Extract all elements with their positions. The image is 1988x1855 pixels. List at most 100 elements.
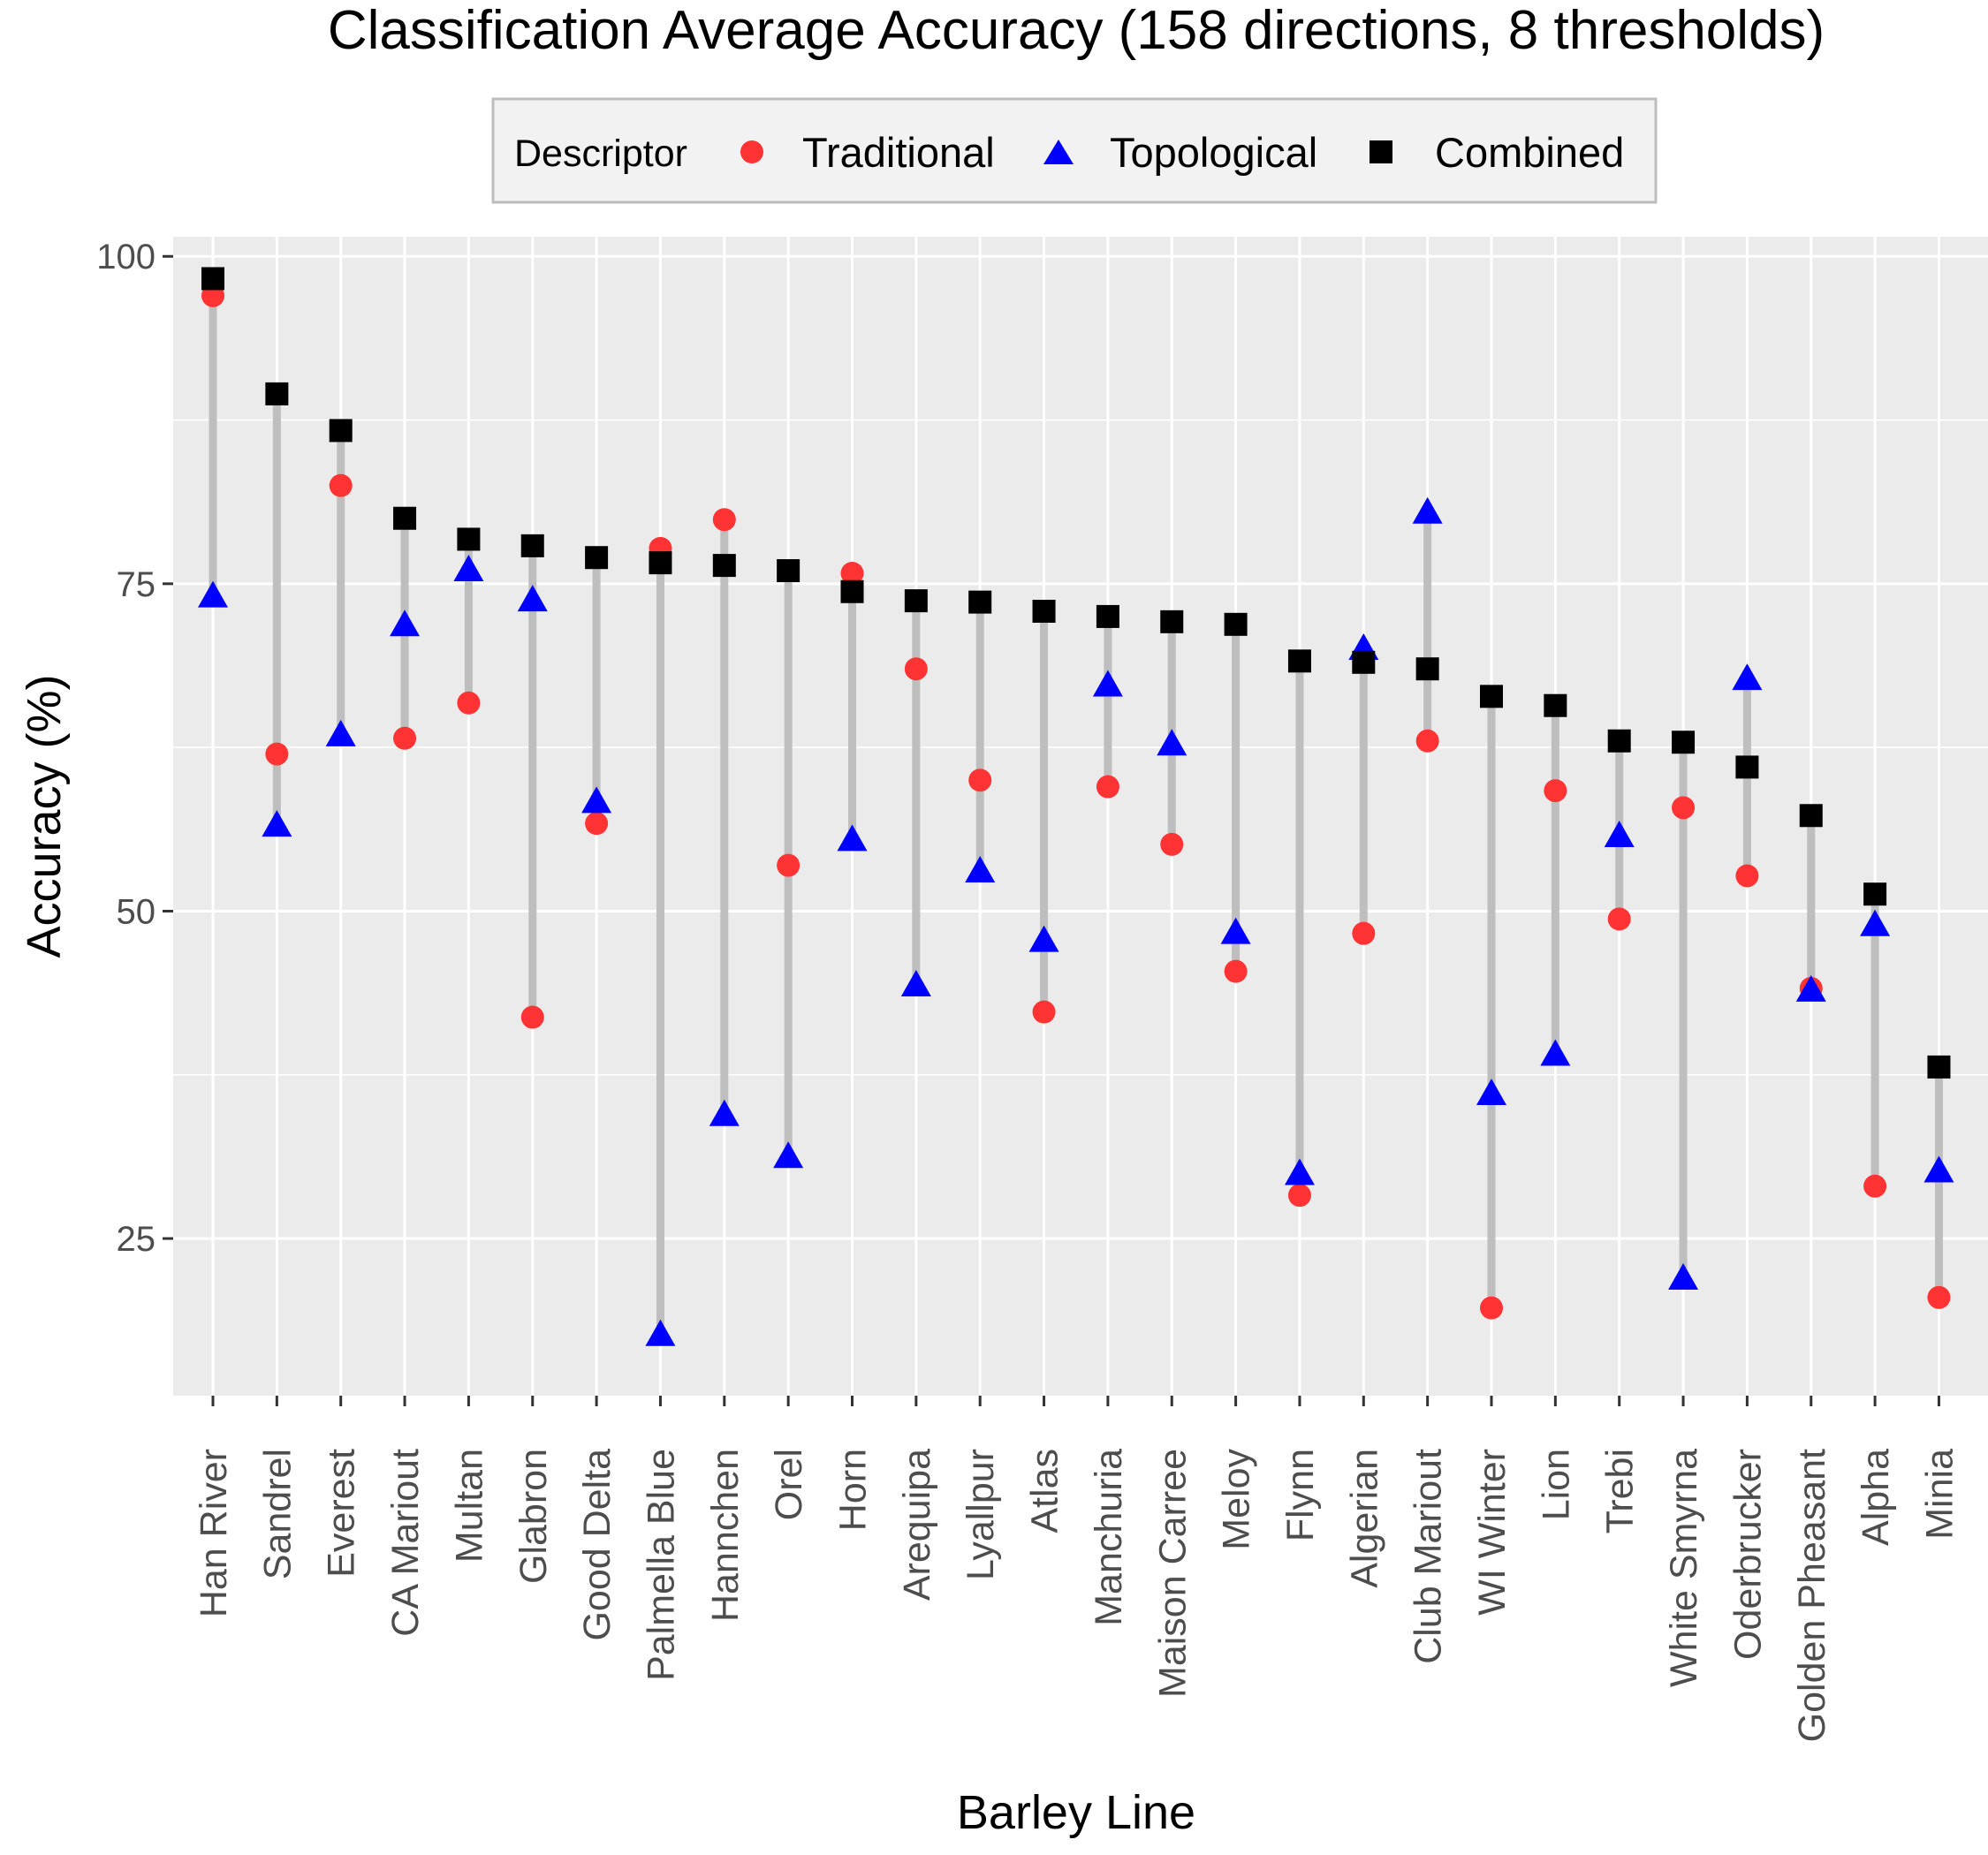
combined-point-oderbrucker (1735, 755, 1759, 779)
combined-point-minia (1927, 1055, 1951, 1079)
x-tick-label-white-smyrna: White Smyrna (1663, 1449, 1705, 1687)
x-tick-label-han-river: Han River (193, 1449, 235, 1617)
x-axis: Han River Sandrel Everest CA Mariout Multan G… (193, 1396, 1961, 1742)
x-tick-label-maison-carree: Maison Carree (1151, 1449, 1194, 1698)
combined-point-ca-mariout (393, 506, 417, 530)
x-tick-label-club-mariout: Club Mariout (1408, 1449, 1450, 1664)
traditional-point-trebi (1607, 907, 1631, 931)
topological-point-orel (773, 1141, 804, 1169)
combined-point-hannchen (712, 554, 736, 578)
traditional-point-minia (1927, 1285, 1951, 1309)
traditional-point-white-smyrna (1672, 796, 1696, 820)
x-tick-label-lyallpur: Lyallpur (960, 1449, 1002, 1580)
topological-point-alpha (1860, 909, 1891, 936)
traditional-point-wi-winter (1480, 1296, 1503, 1320)
topological-point-golden-pheasant (1795, 974, 1826, 1002)
markers (198, 267, 1954, 1346)
combined-point-arequipa (904, 589, 928, 613)
combined-point-glabron (520, 534, 544, 557)
combined-point-white-smyrna (1672, 731, 1696, 754)
plot-panel (173, 237, 1988, 1396)
traditional-point-multan (457, 691, 481, 715)
x-tick-label-lion: Lion (1535, 1449, 1577, 1520)
topological-point-palmella-blue (645, 1319, 676, 1346)
y-axis-title: Accuracy (%) (18, 674, 71, 958)
x-tick-label-arequipa: Arequipa (896, 1449, 938, 1601)
y-tick-label: 75 (117, 565, 156, 604)
topological-point-han-river (198, 580, 228, 608)
combined-point-flynn (1287, 649, 1311, 673)
topological-point-atlas (1028, 925, 1059, 952)
combined-point-alpha (1863, 882, 1887, 906)
combined-point-algerian (1352, 650, 1376, 674)
topological-point-lyallpur (965, 856, 996, 883)
combined-point-maison-carree (1160, 610, 1184, 633)
x-tick-label-alpha: Alpha (1855, 1449, 1897, 1546)
topological-point-hannchen (709, 1099, 740, 1126)
topological-point-oderbrucker (1732, 663, 1763, 691)
topological-point-maison-carree (1157, 729, 1187, 756)
traditional-point-good-delta (585, 812, 609, 836)
legend: Descriptor Traditional Topological Combi… (491, 97, 1658, 204)
traditional-point-algerian (1352, 921, 1376, 945)
chart-title: Classification Average Accuracy (158 dir… (328, 0, 1825, 61)
traditional-point-alpha (1863, 1174, 1887, 1198)
topological-point-meloy (1220, 917, 1251, 944)
x-tick-label-manchuria: Manchuria (1088, 1449, 1130, 1626)
legend-combined-marker (1370, 140, 1392, 163)
traditional-point-hannchen (712, 508, 736, 532)
topological-point-flynn (1284, 1158, 1315, 1185)
combined-point-sandrel (265, 382, 289, 405)
x-tick-label-good-delta: Good Delta (576, 1449, 618, 1641)
topological-point-ca-mariout (390, 610, 421, 637)
combined-point-multan (457, 527, 481, 551)
legend-topological-marker (1043, 140, 1074, 164)
combined-point-palmella-blue (649, 551, 672, 575)
legend-title: Descriptor (514, 132, 687, 175)
x-tick-label-trebi: Trebi (1599, 1449, 1642, 1533)
traditional-point-glabron (520, 1005, 544, 1029)
traditional-point-orel (777, 853, 801, 877)
x-tick-label-ca-mariout: CA Mariout (384, 1449, 427, 1637)
legend-traditional-marker (740, 140, 763, 163)
traditional-point-flynn (1287, 1184, 1311, 1208)
topological-point-multan (453, 555, 484, 582)
traditional-point-sandrel (265, 742, 289, 766)
topological-point-minia (1924, 1155, 1954, 1183)
x-axis-title: Barley Line (957, 1786, 1195, 1839)
x-tick-label-palmella-blue: Palmella Blue (640, 1449, 682, 1681)
legend-topological-label: Topological (1110, 129, 1317, 176)
x-tick-label-everest: Everest (321, 1449, 363, 1578)
combined-point-everest (329, 419, 353, 443)
topological-point-horn (837, 824, 868, 852)
topological-point-glabron (517, 585, 548, 612)
traditional-point-meloy (1224, 959, 1248, 983)
x-tick-label-orel: Orel (768, 1449, 810, 1520)
combined-point-wi-winter (1480, 685, 1503, 708)
x-tick-label-flynn: Flynn (1279, 1449, 1322, 1541)
traditional-point-everest (329, 473, 353, 497)
y-axis: 25 50 75 100 (96, 238, 173, 1259)
x-tick-label-golden-pheasant: Golden Pheasant (1791, 1449, 1833, 1742)
combined-point-manchuria (1096, 604, 1119, 628)
combined-point-meloy (1224, 612, 1248, 636)
topological-point-everest (325, 719, 356, 746)
y-tick-label: 50 (117, 892, 156, 931)
traditional-point-maison-carree (1160, 832, 1184, 856)
topological-point-trebi (1604, 820, 1635, 847)
topological-point-wi-winter (1476, 1079, 1506, 1106)
traditional-point-lion (1544, 779, 1567, 803)
x-tick-label-minia: Minia (1918, 1449, 1961, 1540)
traditional-point-lyallpur (968, 768, 992, 792)
x-tick-label-multan: Multan (448, 1449, 490, 1563)
legend-combined-label: Combined (1435, 129, 1624, 176)
combined-point-lion (1544, 693, 1567, 717)
x-tick-label-algerian: Algerian (1343, 1449, 1385, 1588)
traditional-point-ca-mariout (393, 726, 417, 750)
x-tick-label-wi-winter: WI Winter (1471, 1449, 1514, 1616)
topological-point-white-smyrna (1668, 1263, 1699, 1291)
combined-point-lyallpur (968, 590, 992, 614)
topological-point-lion (1540, 1039, 1571, 1066)
traditional-point-oderbrucker (1735, 864, 1759, 888)
